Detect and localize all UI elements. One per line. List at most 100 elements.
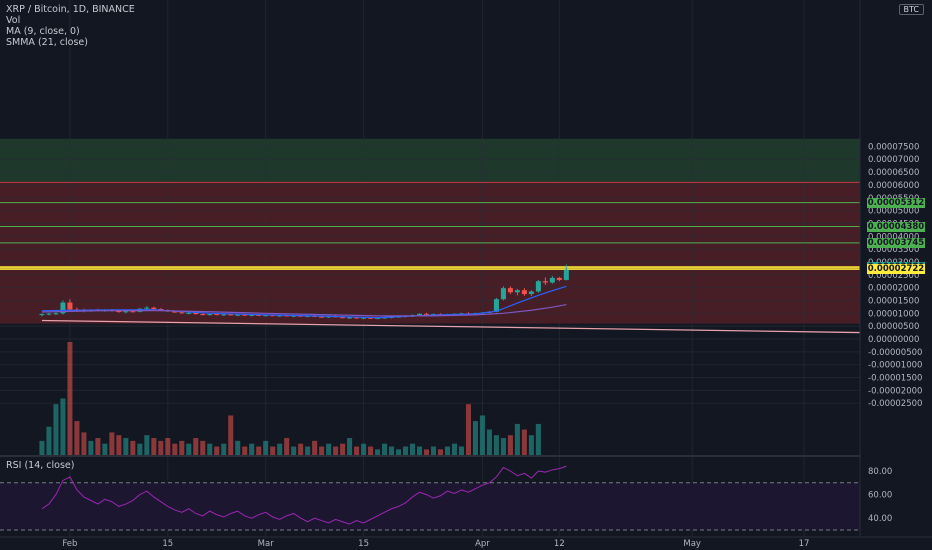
candle-body-15	[144, 307, 150, 309]
legend-ma[interactable]: MA (9, close, 0)	[6, 26, 80, 37]
y-tick-label-18: -0.00001500	[868, 374, 922, 384]
price-tag-0: 0.00005312	[867, 197, 925, 208]
rsi-tick-label-1: 60.00	[868, 491, 892, 501]
volume-bar-20	[179, 440, 185, 455]
volume-bar-1	[46, 426, 52, 455]
candle-body-12	[123, 311, 129, 313]
x-tick-label-4: Apr	[475, 539, 490, 549]
candle-body-26	[221, 314, 227, 316]
volume-bar-11	[116, 435, 122, 455]
candle-body-11	[116, 311, 122, 313]
volume-bar-28	[235, 440, 241, 455]
volume-bar-62	[472, 421, 478, 455]
legend-smma[interactable]: SMMA (21, close)	[6, 37, 88, 48]
volume-bar-13	[130, 440, 136, 455]
candle-body-21	[186, 312, 192, 314]
volume-bar-64	[486, 429, 492, 455]
candle-body-40	[319, 316, 325, 318]
x-tick-label-1: 15	[162, 539, 173, 549]
volume-bar-25	[214, 446, 220, 455]
volume-bar-65	[493, 435, 499, 455]
y-tick-label-3: 0.00006000	[868, 181, 919, 191]
volume-bar-24	[207, 443, 213, 455]
volume-bar-21	[186, 443, 192, 455]
volume-bar-8	[95, 438, 101, 455]
volume-bar-29	[242, 446, 248, 455]
candle-body-44	[347, 317, 353, 319]
candle-body-34	[277, 315, 283, 317]
volume-bar-48	[375, 449, 381, 455]
candle-body-36	[291, 315, 297, 317]
volume-bar-61	[465, 404, 471, 455]
volume-bar-69	[521, 429, 527, 455]
volume-bar-58	[444, 446, 450, 455]
candle-body-68	[514, 290, 520, 293]
volume-bar-15	[144, 435, 150, 455]
candle-body-3	[60, 302, 66, 314]
rsi-tick-label-0: 80.00	[868, 467, 892, 477]
candle-body-46	[361, 317, 367, 319]
zone-0	[0, 138, 860, 183]
volume-bar-67	[507, 435, 513, 455]
volume-bar-6	[81, 432, 87, 455]
y-tick-label-17: -0.00001000	[868, 361, 922, 371]
y-tick-label-12: 0.00001500	[868, 296, 919, 306]
candle-body-47	[368, 317, 374, 319]
price-axis-bg	[860, 0, 932, 550]
volume-bar-49	[382, 443, 388, 455]
volume-bar-32	[263, 440, 269, 455]
volume-bar-66	[500, 438, 506, 455]
volume-bar-36	[291, 446, 297, 455]
y-tick-label-7: 0.00004000	[868, 232, 919, 242]
volume-bar-54	[416, 446, 423, 455]
candle-body-2	[53, 313, 59, 315]
legend-symbol[interactable]: XRP / Bitcoin, 1D, BINANCE	[6, 4, 135, 15]
volume-bar-23	[200, 440, 206, 455]
candle-body-45	[354, 317, 360, 319]
x-tick-label-3: 15	[358, 539, 369, 549]
volume-bar-45	[354, 446, 360, 455]
x-tick-label-2: Mar	[258, 539, 275, 549]
volume-bar-59	[451, 443, 457, 455]
candle-body-74	[556, 277, 562, 280]
zone-1	[0, 182, 860, 324]
volume-bar-27	[228, 415, 234, 455]
candle-body-32	[263, 315, 269, 317]
volume-bar-50	[389, 446, 395, 455]
volume-bar-5	[74, 421, 80, 455]
candle-body-1	[46, 313, 52, 315]
x-tick-label-0: Feb	[62, 539, 77, 549]
volume-bar-47	[368, 446, 374, 455]
volume-bar-63	[479, 415, 485, 455]
volume-bar-3	[60, 398, 66, 455]
volume-bar-9	[102, 443, 108, 455]
volume-bar-22	[193, 438, 199, 455]
volume-bar-60	[458, 446, 464, 455]
y-tick-label-13: 0.00001000	[868, 309, 919, 319]
volume-bar-41	[326, 443, 332, 455]
y-tick-label-8: 0.00003500	[868, 245, 919, 255]
volume-bar-39	[312, 440, 318, 455]
volume-bar-56	[430, 446, 437, 455]
volume-bar-30	[249, 443, 255, 455]
candle-body-29	[242, 314, 248, 316]
candle-body-0	[39, 314, 45, 316]
candle-body-65	[493, 299, 499, 312]
trendline	[41, 319, 861, 334]
rsi-legend: RSI (14, close)	[6, 460, 74, 471]
volume-bar-42	[333, 446, 339, 455]
volume-bar-4	[67, 342, 73, 455]
volume-bar-7	[88, 440, 94, 455]
legend-volume[interactable]: Vol	[6, 15, 21, 26]
volume-bar-14	[137, 443, 143, 455]
currency-badge[interactable]: BTC	[898, 4, 924, 15]
chart-legend: XRP / Bitcoin, 1D, BINANCE Vol MA (9, cl…	[6, 4, 135, 48]
volume-bar-52	[403, 446, 409, 455]
candle-body-67	[507, 288, 513, 293]
volume-bar-55	[423, 449, 430, 455]
candle-body-70	[528, 291, 534, 295]
volume-bar-26	[221, 443, 227, 455]
y-tick-label-20: -0.00002500	[868, 399, 922, 409]
volume-bar-70	[528, 435, 534, 455]
